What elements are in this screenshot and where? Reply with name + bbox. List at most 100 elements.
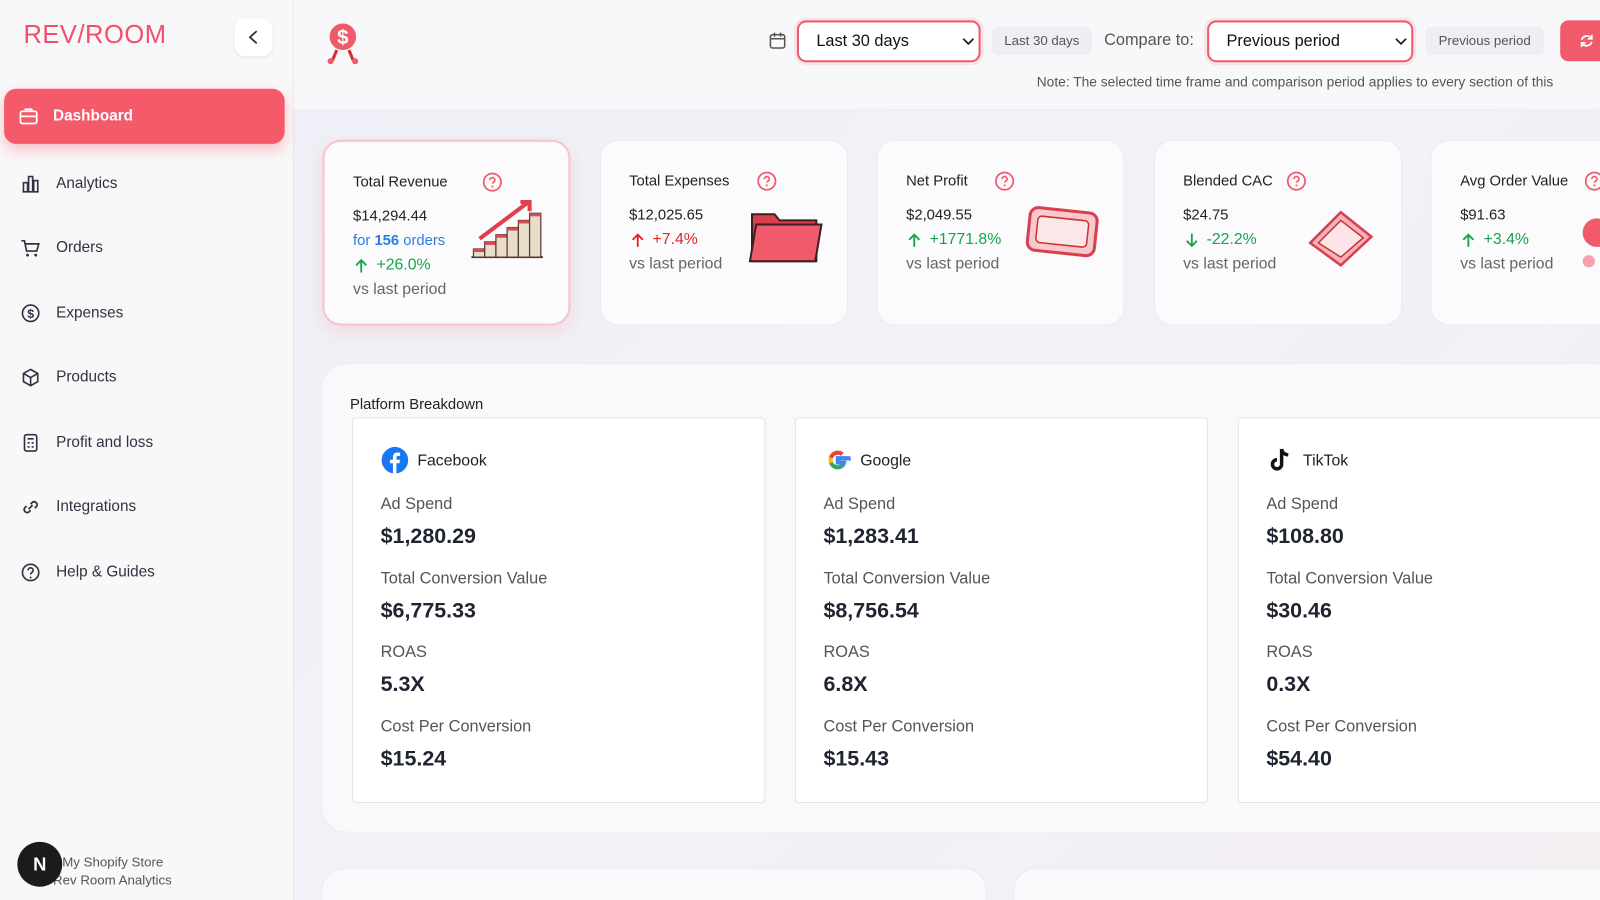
nav-item[interactable]: $ Expenses	[4, 286, 285, 341]
kpi-title: Total Expenses	[629, 173, 730, 190]
kpi-value: $14,294.44	[353, 208, 428, 225]
metric-value: 5.3X	[380, 672, 425, 697]
kpi-illustration	[1582, 218, 1600, 268]
lower-card	[321, 868, 987, 900]
metric-value: $30.46	[1266, 598, 1332, 623]
orders-count: 156	[374, 232, 400, 249]
platform-name: Facebook	[417, 452, 487, 470]
metric-value: $15.24	[380, 747, 447, 771]
kpi-card: Total Expenses $12,025.65 +7.4% vs last per…	[599, 139, 848, 326]
kpi-card: Net Profit $2,049.55 +1771.8% vs last perio…	[876, 139, 1125, 326]
kpi-card: Avg Order Value $91.63 +3.4% vs last period	[1430, 139, 1600, 326]
kpi-illustration	[748, 213, 823, 263]
kpi-title: Net Profit	[906, 173, 968, 190]
kpi-change: +1771.8%	[929, 230, 1002, 248]
nav-item[interactable]: Orders	[4, 220, 285, 275]
nav-icon	[22, 368, 39, 387]
kpi-change: +3.4%	[1483, 230, 1529, 248]
nav-icon	[19, 108, 38, 125]
kpi-change: -22.2%	[1206, 230, 1257, 248]
nav-icon: $	[21, 304, 40, 323]
platform-logo	[828, 450, 852, 470]
nav-item[interactable]: Analytics	[4, 156, 285, 211]
kpi-orders: for 156 orders	[353, 233, 445, 249]
help-icon	[756, 171, 776, 191]
kpi-card: Blended CAC $24.75 -22.2% vs last period	[1153, 139, 1402, 326]
nav-label: Analytics	[56, 174, 118, 192]
kpi-caption: vs last period	[1183, 255, 1277, 273]
help-icon	[995, 171, 1015, 191]
store-name: My Shopify Store	[62, 854, 164, 870]
metric-value: $108.80	[1266, 524, 1344, 548]
metric-label: ROAS	[1266, 644, 1313, 662]
trend-arrow	[908, 233, 921, 247]
range-badge: Last 30 days	[991, 26, 1092, 56]
platform-card: TikTok Ad Spend $108.80 Total Conversion Va…	[1237, 417, 1600, 804]
metric-label: ROAS	[380, 644, 427, 662]
panel-title: Platform Breakdown	[349, 396, 484, 414]
chevron-icon	[248, 30, 258, 44]
kpi-caption: vs last period	[1460, 255, 1554, 273]
collapse-button[interactable]	[234, 18, 273, 57]
kpi-value: $12,025.65	[629, 207, 704, 224]
select-chevron	[1395, 38, 1407, 46]
metric-value: $8,756.54	[823, 598, 919, 623]
kpi-caption: vs last period	[629, 255, 723, 273]
avatar[interactable]: N	[17, 841, 63, 887]
range-select[interactable]: Last 30 days	[796, 20, 981, 63]
lower-card	[1013, 868, 1600, 900]
kpi-value: $24.75	[1183, 207, 1229, 224]
trend-arrow	[1462, 233, 1475, 247]
kpi-title: Total Revenue	[353, 174, 448, 191]
metric-label: Cost Per Conversion	[380, 718, 532, 736]
metric-label: Total Conversion Value	[823, 570, 991, 588]
metric-label: Ad Spend	[823, 495, 896, 514]
kpi-change: +7.4%	[652, 230, 698, 248]
mascot: $	[327, 23, 359, 65]
orders-prefix: for	[353, 232, 371, 249]
header-note: Note: The selected time frame and compar…	[1036, 74, 1554, 90]
nav-item[interactable]: Profit and loss	[4, 415, 285, 470]
platform-logo	[1270, 448, 1289, 471]
kpi-illustration	[1025, 206, 1099, 258]
orders-suffix: orders	[403, 232, 446, 249]
platform-name: Google	[860, 452, 912, 470]
metric-value: 0.3X	[1266, 672, 1311, 697]
calendar-icon	[769, 32, 786, 49]
compare-select[interactable]: Previous period	[1207, 20, 1414, 63]
kpi-illustration	[471, 199, 543, 259]
compare-badge: Previous period	[1425, 26, 1544, 56]
logo: REV/ROOM	[23, 20, 167, 49]
metric-label: Cost Per Conversion	[823, 718, 975, 736]
metric-value: $15.43	[823, 747, 890, 771]
nav-item[interactable]: Dashboard	[4, 88, 285, 144]
refresh-button[interactable]	[1560, 20, 1600, 62]
trend-arrow	[1185, 233, 1198, 248]
kpi-title: Blended CAC	[1183, 173, 1273, 190]
nav-label: Expenses	[56, 304, 124, 322]
metric-value: $1,283.41	[823, 524, 919, 548]
trend-arrow	[631, 233, 643, 247]
metric-label: Total Conversion Value	[1266, 570, 1434, 588]
kpi-change: +26.0%	[376, 256, 431, 274]
nav-label: Products	[56, 368, 117, 386]
platform-name: TikTok	[1303, 452, 1349, 470]
metric-label: Cost Per Conversion	[1266, 718, 1417, 736]
metric-label: ROAS	[823, 644, 870, 662]
nav-label: Dashboard	[53, 107, 134, 125]
kpi-value: $91.63	[1460, 207, 1506, 224]
select-value: Last 30 days	[816, 32, 909, 50]
metric-label: Ad Spend	[380, 495, 453, 514]
select-value: Previous period	[1226, 32, 1340, 50]
compare-label: Compare to:	[1104, 31, 1194, 49]
org-name: Rev Room Analytics	[53, 872, 172, 888]
kpi-caption: vs last period	[906, 255, 1000, 273]
metric-value: 6.8X	[823, 672, 868, 697]
nav-item[interactable]: Help & Guides	[4, 545, 285, 600]
nav-item[interactable]: Products	[4, 350, 285, 405]
nav-item[interactable]: Integrations	[4, 480, 285, 535]
platform-card: Facebook Ad Spend $1,280.29 Total Conversio…	[352, 417, 766, 804]
nav-icon	[22, 175, 39, 193]
help-icon	[1584, 171, 1600, 191]
